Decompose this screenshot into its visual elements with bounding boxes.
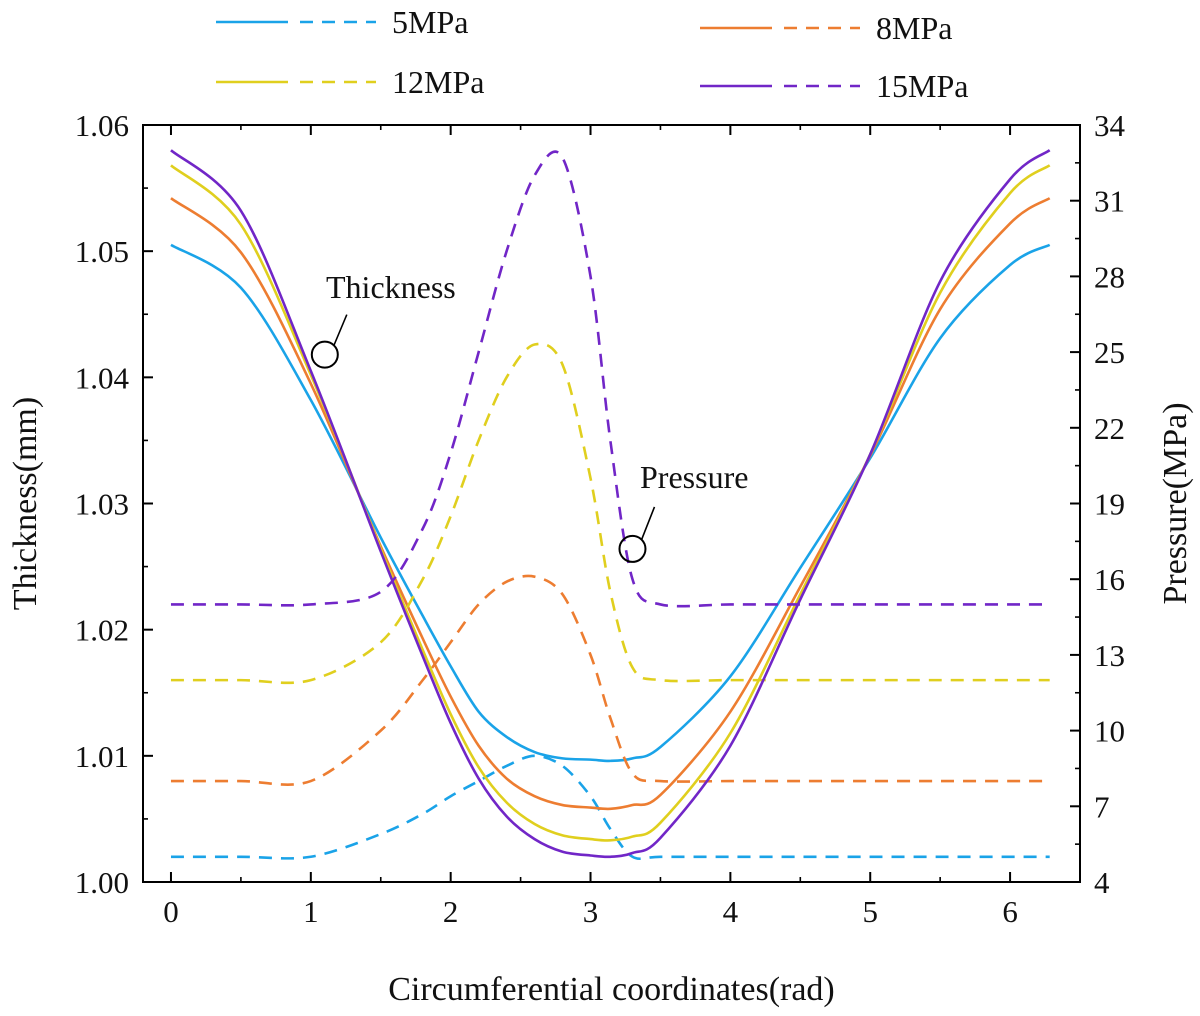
y-right-tick-label: 28 (1094, 259, 1125, 294)
series-thickness-12MPa (170, 164, 1051, 842)
y-right-tick-label: 25 (1094, 335, 1125, 370)
x-tick-label: 5 (862, 894, 878, 929)
legend-item-15MPa: 15MPa (700, 68, 968, 104)
y-right-tick-label: 31 (1094, 184, 1125, 219)
series-pressure-12MPa (170, 342, 1050, 685)
legend-label: 5MPa (392, 4, 468, 40)
series-layer (170, 149, 1051, 861)
x-axis-title: Circumferential coordinates(rad) (388, 971, 835, 1008)
x-tick-label: 2 (443, 894, 459, 929)
x-tick-label: 3 (583, 894, 599, 929)
series-pressure-5MPa (170, 754, 1050, 861)
y-right-tick-label: 22 (1094, 411, 1125, 446)
legend-item-5MPa: 5MPa (216, 4, 468, 40)
y-left-tick-label: 1.04 (75, 360, 130, 395)
x-tick-label: 4 (723, 894, 739, 929)
series-pressure-8MPa (170, 574, 1050, 786)
y-right-tick-label: 19 (1094, 487, 1125, 522)
legend-item-12MPa: 12MPa (216, 64, 484, 100)
y-left-tick-label: 1.00 (75, 865, 129, 900)
y-right-tick-label: 4 (1094, 865, 1110, 900)
plot-area-frame (142, 124, 1081, 883)
legend-label: 15MPa (876, 68, 968, 104)
y-right-tick-label: 10 (1094, 714, 1125, 749)
legend-label: 8MPa (876, 10, 952, 46)
y-left-tick-label: 1.06 (75, 108, 129, 143)
y-left-tick-label: 1.01 (75, 739, 129, 774)
annotation-marker (618, 534, 647, 563)
y-right-tick-label: 16 (1094, 562, 1125, 597)
axis-ticks: 0 1 2 3 4 5 61.001.011.021.031.041.051.0647101… (75, 108, 1126, 929)
right-y-axis-title: Pressure(MPa) (1157, 402, 1194, 604)
x-tick-label: 0 (163, 894, 179, 929)
annotation-marker (310, 340, 339, 369)
x-tick-label: 6 (1002, 894, 1018, 929)
legend: 5MPa 8MPa 12MPa 15MPa (216, 4, 968, 104)
annotation-pressure: Pressure (618, 459, 748, 563)
y-right-tick-label: 7 (1094, 789, 1110, 824)
annotation-label: Pressure (640, 459, 748, 495)
left-y-axis-title: Thickness(mm) (7, 397, 44, 610)
y-left-tick-label: 1.05 (75, 234, 129, 269)
y-left-tick-label: 1.03 (75, 487, 129, 522)
series-thickness-15MPa (170, 149, 1051, 859)
series-pressure-15MPa (170, 150, 1050, 608)
y-right-tick-label: 13 (1094, 638, 1125, 673)
annotation-leader (333, 314, 348, 346)
annotation-leader (640, 506, 656, 541)
y-left-tick-label: 1.02 (75, 613, 129, 648)
legend-item-8MPa: 8MPa (700, 10, 952, 46)
y-right-tick-label: 34 (1094, 108, 1126, 143)
annotation-thickness: Thickness (310, 269, 456, 369)
series-thickness-5MPa (170, 243, 1051, 763)
annotation-label: Thickness (326, 269, 456, 305)
x-tick-label: 1 (303, 894, 319, 929)
annotation-layer: Thickness Pressure (310, 269, 748, 563)
legend-label: 12MPa (392, 64, 484, 100)
